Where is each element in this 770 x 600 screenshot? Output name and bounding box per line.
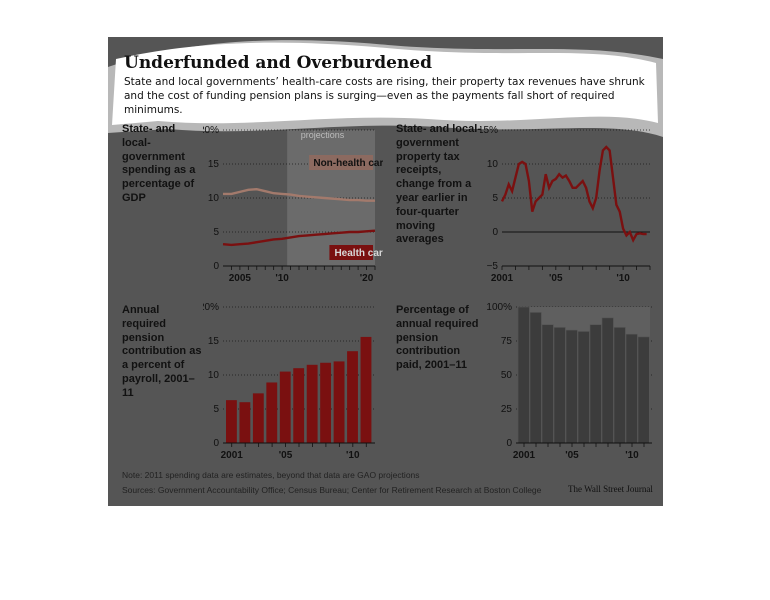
sources: Sources: Government Accountability Offic… (122, 485, 542, 495)
x-tick-label: '10 (616, 273, 630, 284)
header-banner: Underfunded and Overburdened State and l… (108, 37, 663, 137)
bar-pension-required (226, 400, 237, 443)
y-tick-label: 15 (208, 336, 220, 347)
x-tick-label: '05 (565, 450, 579, 461)
y-tick-label: 0 (506, 438, 512, 449)
y-tick-label: 15 (208, 159, 220, 170)
bar-pension-paid (613, 327, 626, 444)
y-tick-label: 0 (213, 438, 219, 449)
bar-pension-paid (625, 333, 638, 444)
bar-pension-required (293, 368, 305, 443)
bar-pension-paid (517, 306, 530, 444)
header-background (108, 40, 663, 137)
bar-pension-paid (601, 317, 614, 444)
x-tick-label: '10 (346, 450, 360, 461)
graphic-subtitle: State and local governments’ health-care… (124, 76, 645, 116)
chart4-description: Percentage of annual required pension co… (396, 304, 479, 372)
y-tick-label: −5 (487, 261, 499, 272)
bar-pension-required (239, 402, 251, 443)
y-tick-label: 10 (208, 370, 220, 381)
y-tick-label: 10 (208, 193, 220, 204)
graphic-title: Underfunded and Overburdened (124, 53, 432, 73)
x-tick-label: '05 (549, 273, 563, 284)
chart-pension-required: 0 5 10 15 20% 2001 '05 '10 (203, 302, 375, 461)
x-tick-label: 2001 (221, 450, 244, 461)
chart3-description: Annual required pension contribution as … (122, 304, 202, 399)
bar-pension-paid (541, 324, 554, 444)
chart-spending-gdp: projections 0 5 10 15 20% 2005 '10 '20 Non-health… (203, 125, 383, 284)
x-tick-label: 2001 (513, 450, 536, 461)
bar-pension-required (347, 351, 358, 443)
x-tick-label: '20 (360, 273, 374, 284)
chart-pension-paid: 0 25 50 75 100% 2001 '05 '10 (486, 302, 652, 461)
y-tick-label: 20% (203, 302, 219, 313)
y-tick-label: 75 (501, 336, 513, 347)
chart1-description: State- and local-government spending as … (122, 123, 196, 204)
y-tick-label: 100% (486, 302, 512, 313)
bar-pension-paid (565, 329, 578, 444)
label-box-health-care (329, 245, 373, 260)
bar-pension-paid (553, 327, 566, 444)
bar-pension-required (266, 382, 278, 443)
credit: The Wall Street Journal (568, 484, 653, 494)
bar-pension-paid (577, 331, 590, 444)
series-line-property-tax (500, 145, 647, 243)
y-tick-label: 5 (492, 193, 498, 204)
bar-pension-required (360, 336, 372, 443)
series-label-health-care: Health care (334, 248, 383, 259)
series-label-non-health-care: Non-health care (313, 158, 383, 169)
y-tick-label: 0 (492, 227, 498, 238)
x-tick-label: '10 (625, 450, 639, 461)
bar-pension-paid (637, 336, 650, 444)
chart-property-tax: −5 0 5 10 15% 2001 '05 '10 (480, 125, 651, 284)
label-box-non-health-care (309, 155, 373, 170)
y-tick-label: 0 (213, 261, 219, 272)
x-tick-label: 2005 (229, 273, 252, 284)
y-tick-label: 5 (213, 404, 219, 415)
x-tick-label: '10 (275, 273, 289, 284)
y-tick-label: 5 (213, 227, 219, 238)
bar-pension-required (306, 364, 318, 443)
x-tick-label: 2001 (491, 273, 514, 284)
y-tick-label: 20% (203, 125, 219, 136)
bar-pension-required (320, 362, 332, 443)
y-tick-label: 25 (501, 404, 513, 415)
bar-pension-paid (589, 324, 602, 444)
series-line-health-care (222, 229, 376, 247)
graphic-panel: Underfunded and Overburdened State and l… (108, 37, 663, 506)
y-tick-label: 10 (487, 159, 499, 170)
footnote: Note: 2011 spending data are estimates, … (122, 470, 420, 480)
bar-pension-required (252, 393, 264, 443)
chart2-description: State- and local-government property tax… (396, 123, 481, 246)
y-tick-label: 50 (501, 370, 513, 381)
projections-annotation: projections (301, 130, 345, 140)
bar-pension-required (333, 361, 345, 443)
bar-pension-required (279, 371, 291, 443)
x-tick-label: '05 (279, 450, 293, 461)
bar-pension-paid (529, 312, 542, 444)
y-tick-label: 15% (480, 125, 498, 136)
series-line-non-health-care (223, 187, 375, 202)
